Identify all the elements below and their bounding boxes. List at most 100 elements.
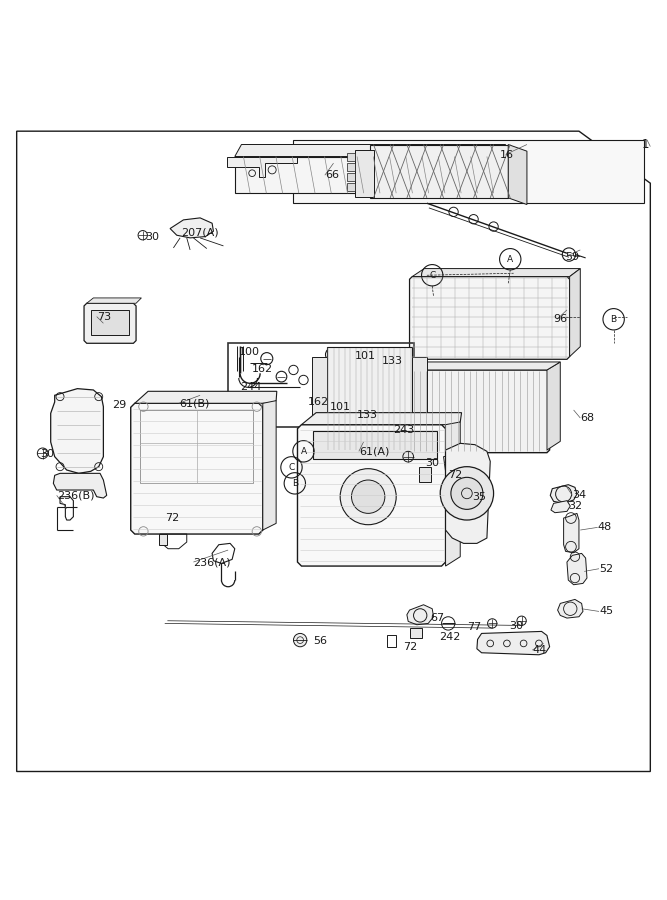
Bar xyxy=(347,152,355,160)
Text: 52: 52 xyxy=(599,563,613,573)
Text: 30: 30 xyxy=(510,621,524,631)
Text: 162: 162 xyxy=(252,364,273,374)
Polygon shape xyxy=(446,444,490,544)
Bar xyxy=(140,410,253,483)
Text: 244: 244 xyxy=(240,382,261,392)
Text: A: A xyxy=(507,255,514,264)
Text: 61(A): 61(A) xyxy=(359,446,390,456)
Polygon shape xyxy=(370,145,508,198)
Text: 96: 96 xyxy=(554,314,568,324)
Text: 30: 30 xyxy=(40,449,54,459)
Polygon shape xyxy=(477,632,550,655)
Text: 133: 133 xyxy=(382,356,402,365)
Text: 45: 45 xyxy=(599,607,613,616)
Text: 236(A): 236(A) xyxy=(193,557,231,567)
Bar xyxy=(347,173,355,181)
Polygon shape xyxy=(412,362,560,370)
Bar xyxy=(91,310,129,336)
Text: 101: 101 xyxy=(355,351,376,361)
Bar xyxy=(347,183,355,191)
Polygon shape xyxy=(355,149,374,196)
Text: 56: 56 xyxy=(313,636,327,646)
Polygon shape xyxy=(327,346,412,451)
Polygon shape xyxy=(570,268,580,356)
Bar xyxy=(312,356,327,440)
Polygon shape xyxy=(170,218,213,238)
Polygon shape xyxy=(263,400,276,530)
Circle shape xyxy=(440,467,494,520)
Text: 68: 68 xyxy=(580,413,594,423)
Text: 34: 34 xyxy=(572,491,586,500)
Text: A: A xyxy=(300,446,307,455)
Text: 162: 162 xyxy=(308,397,329,407)
Polygon shape xyxy=(297,425,446,566)
Polygon shape xyxy=(235,157,499,194)
Text: 16: 16 xyxy=(500,149,514,159)
Bar xyxy=(419,467,431,482)
Polygon shape xyxy=(135,392,277,403)
Polygon shape xyxy=(293,140,644,203)
Text: 66: 66 xyxy=(325,170,339,180)
Polygon shape xyxy=(444,454,487,482)
Polygon shape xyxy=(558,599,583,618)
Text: B: B xyxy=(610,315,617,324)
Text: 73: 73 xyxy=(97,311,111,321)
Text: 29: 29 xyxy=(112,400,126,410)
Circle shape xyxy=(451,477,483,509)
Circle shape xyxy=(293,634,307,647)
Polygon shape xyxy=(564,513,579,553)
Text: 243: 243 xyxy=(394,425,415,435)
Polygon shape xyxy=(301,412,462,425)
Polygon shape xyxy=(410,370,550,453)
Polygon shape xyxy=(567,554,587,585)
Polygon shape xyxy=(131,403,263,534)
Text: C: C xyxy=(429,271,436,280)
Text: 35: 35 xyxy=(472,491,486,501)
Bar xyxy=(159,534,167,544)
Text: 207(A): 207(A) xyxy=(181,228,219,238)
Text: 77: 77 xyxy=(467,622,481,632)
Polygon shape xyxy=(547,362,560,450)
Polygon shape xyxy=(550,485,577,503)
Text: 48: 48 xyxy=(598,522,612,533)
Polygon shape xyxy=(227,157,297,176)
Text: B: B xyxy=(291,479,298,488)
Text: 44: 44 xyxy=(532,645,546,655)
Bar xyxy=(313,431,437,459)
Text: 32: 32 xyxy=(568,501,582,511)
Polygon shape xyxy=(412,268,580,276)
Circle shape xyxy=(340,469,396,525)
Polygon shape xyxy=(51,389,103,473)
Bar xyxy=(387,635,396,647)
Text: 101: 101 xyxy=(330,401,351,411)
Text: 30: 30 xyxy=(426,458,440,468)
Polygon shape xyxy=(508,145,527,204)
Polygon shape xyxy=(407,605,434,625)
Text: 242: 242 xyxy=(439,632,460,642)
Polygon shape xyxy=(446,477,470,493)
Text: 72: 72 xyxy=(448,471,462,481)
Polygon shape xyxy=(84,303,136,343)
Bar xyxy=(410,628,422,638)
Text: 59: 59 xyxy=(566,252,580,262)
Text: 72: 72 xyxy=(165,513,179,523)
Text: 61(B): 61(B) xyxy=(179,399,209,409)
Polygon shape xyxy=(444,491,484,516)
Text: 1: 1 xyxy=(642,138,649,151)
Text: 236(B): 236(B) xyxy=(57,491,94,500)
Polygon shape xyxy=(53,473,107,498)
Polygon shape xyxy=(551,500,570,513)
Circle shape xyxy=(352,480,385,513)
Polygon shape xyxy=(235,145,506,157)
Bar xyxy=(412,356,427,440)
Bar xyxy=(347,163,355,170)
Text: 133: 133 xyxy=(357,410,378,419)
Text: 100: 100 xyxy=(239,347,259,357)
Polygon shape xyxy=(87,298,141,303)
Polygon shape xyxy=(446,422,460,566)
Text: 72: 72 xyxy=(404,642,418,652)
Text: 67: 67 xyxy=(430,613,444,623)
Text: C: C xyxy=(288,463,295,472)
Polygon shape xyxy=(410,276,570,359)
Text: 30: 30 xyxy=(145,231,159,241)
